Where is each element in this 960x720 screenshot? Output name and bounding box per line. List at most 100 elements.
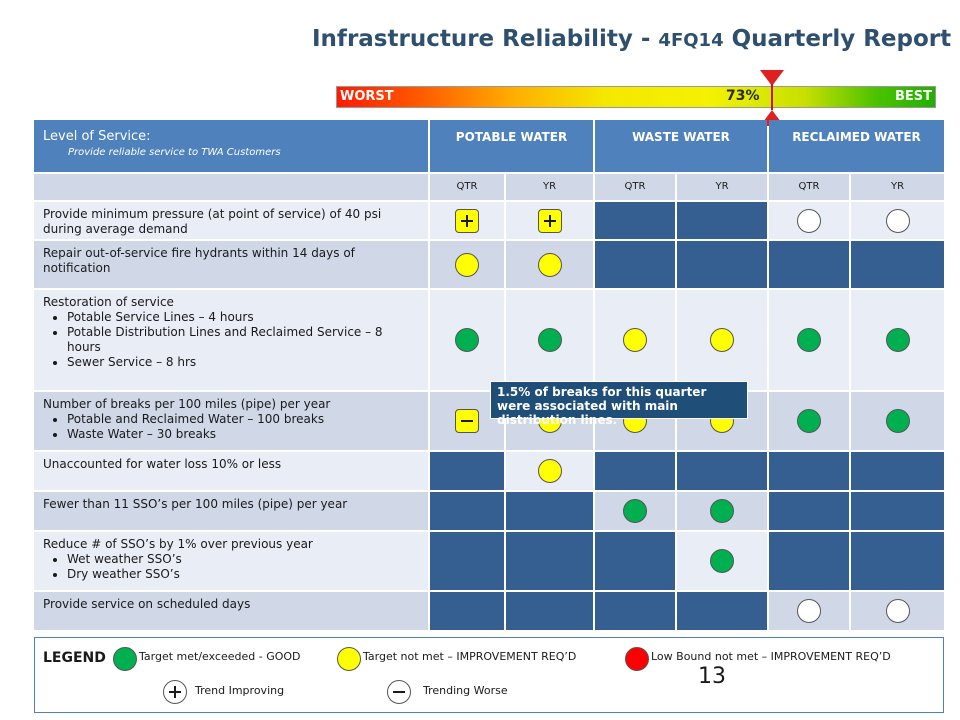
row-description: Restoration of servicePotable Service Li… bbox=[43, 295, 419, 370]
status-cell-0-0 bbox=[430, 202, 504, 239]
subheader-yr: YR bbox=[851, 174, 944, 200]
row-bullet: Waste Water – 30 breaks bbox=[67, 427, 419, 442]
title-period: 4FQ14 bbox=[658, 30, 724, 51]
green-status-icon bbox=[710, 499, 734, 523]
legend-good-label: Target met/exceeded - GOOD bbox=[139, 650, 301, 663]
status-cell-6-5 bbox=[851, 532, 944, 590]
status-cell-6-4 bbox=[769, 532, 849, 590]
subheader-label: QTR bbox=[798, 181, 820, 192]
scale-percent-label: 73% bbox=[726, 88, 760, 104]
green-status-icon bbox=[623, 499, 647, 523]
status-cell-4-5 bbox=[851, 452, 944, 490]
row-text: Fewer than 11 SSO’s per 100 miles (pipe)… bbox=[43, 497, 348, 511]
status-cell-2-0 bbox=[430, 290, 504, 390]
yellow-status-icon bbox=[710, 328, 734, 352]
scale-marker-line bbox=[771, 84, 773, 110]
status-cell-7-0 bbox=[430, 592, 504, 630]
status-cell-2-4 bbox=[769, 290, 849, 390]
row-description: Unaccounted for water loss 10% or less bbox=[43, 457, 419, 472]
status-cell-5-3 bbox=[677, 492, 767, 530]
breaks-callout: 1.5% of breaks for this quarter were ass… bbox=[490, 381, 748, 427]
row-bullets: Wet weather SSO’sDry weather SSO’s bbox=[43, 552, 419, 582]
row-text: Provide minimum pressure (at point of se… bbox=[43, 207, 382, 236]
row-description: Number of breaks per 100 miles (pipe) pe… bbox=[43, 397, 419, 442]
status-cell-7-3 bbox=[677, 592, 767, 630]
subheader-label: QTR bbox=[624, 181, 646, 192]
status-cell-5-2 bbox=[595, 492, 675, 530]
row-label-2: Restoration of servicePotable Service Li… bbox=[34, 290, 428, 390]
yellow-status-icon bbox=[623, 328, 647, 352]
yellow-status-icon bbox=[455, 253, 479, 277]
status-cell-7-5 bbox=[851, 592, 944, 630]
status-cell-1-2 bbox=[595, 241, 675, 288]
scale-best-label: BEST bbox=[894, 89, 932, 104]
white-status-icon bbox=[797, 599, 821, 623]
legend-notmet-icon bbox=[337, 647, 361, 671]
white-status-icon bbox=[886, 599, 910, 623]
row-text: Reduce # of SSO’s by 1% over previous ye… bbox=[43, 537, 313, 551]
white-status-icon bbox=[797, 209, 821, 233]
legend-worse-label: Trending Worse bbox=[423, 684, 508, 697]
row-bullet: Potable Distribution Lines and Reclaimed… bbox=[67, 325, 419, 355]
yellow-status-plus-icon bbox=[538, 209, 562, 233]
status-cell-7-4 bbox=[769, 592, 849, 630]
status-cell-4-2 bbox=[595, 452, 675, 490]
subheader-qtr: QTR bbox=[595, 174, 675, 200]
status-cell-1-3 bbox=[677, 241, 767, 288]
title-rest: Quarterly Report bbox=[723, 26, 952, 52]
legend-title: LEGEND bbox=[43, 650, 106, 666]
row-bullet: Wet weather SSO’s bbox=[67, 552, 419, 567]
subheader-yr: YR bbox=[506, 174, 593, 200]
status-cell-6-2 bbox=[595, 532, 675, 590]
status-cell-7-2 bbox=[595, 592, 675, 630]
row-bullet: Potable and Reclaimed Water – 100 breaks bbox=[67, 412, 419, 427]
row-text: Repair out-of-service fire hydrants with… bbox=[43, 246, 355, 275]
green-status-icon bbox=[886, 328, 910, 352]
status-cell-2-1 bbox=[506, 290, 593, 390]
green-status-icon bbox=[797, 328, 821, 352]
subheader-blank bbox=[34, 174, 428, 200]
legend-lowbound-icon bbox=[625, 647, 649, 671]
subheader-label: YR bbox=[715, 181, 729, 192]
legend-worse-icon bbox=[387, 680, 411, 704]
row-label-4: Unaccounted for water loss 10% or less bbox=[34, 452, 428, 490]
subheader-label: YR bbox=[890, 181, 905, 192]
row-bullet: Sewer Service – 8 hrs bbox=[67, 355, 419, 370]
yellow-status-plus-icon bbox=[455, 209, 479, 233]
subheader-qtr: QTR bbox=[430, 174, 504, 200]
row-description: Fewer than 11 SSO’s per 100 miles (pipe)… bbox=[43, 497, 419, 512]
scale-worst-label: WORST bbox=[340, 89, 394, 104]
status-cell-6-0 bbox=[430, 532, 504, 590]
green-status-icon bbox=[797, 409, 821, 433]
status-cell-6-3 bbox=[677, 532, 767, 590]
row-bullets: Potable and Reclaimed Water – 100 breaks… bbox=[43, 412, 419, 442]
row-description: Provide service on scheduled days bbox=[43, 597, 419, 612]
row-label-6: Reduce # of SSO’s by 1% over previous ye… bbox=[34, 532, 428, 590]
status-cell-3-4 bbox=[769, 392, 849, 450]
green-status-icon bbox=[455, 328, 479, 352]
reliability-scale-bar: WORST 73% BEST bbox=[336, 86, 936, 108]
status-cell-3-5 bbox=[851, 392, 944, 450]
row-label-0: Provide minimum pressure (at point of se… bbox=[34, 202, 428, 239]
row-label-1: Repair out-of-service fire hydrants with… bbox=[34, 241, 428, 288]
subheader-label: YR bbox=[542, 181, 557, 192]
yellow-status-icon bbox=[538, 253, 562, 277]
legend-notmet-label: Target not met – IMPROVEMENT REQ’D bbox=[363, 650, 577, 663]
status-cell-4-4 bbox=[769, 452, 849, 490]
row-description: Repair out-of-service fire hydrants with… bbox=[43, 246, 419, 276]
status-cell-1-4 bbox=[769, 241, 849, 288]
title-main: Infrastructure Reliability - bbox=[312, 26, 659, 52]
header-col-1: WASTE WATER bbox=[595, 120, 767, 172]
status-cell-0-5 bbox=[851, 202, 944, 239]
header-level-title: Level of Service: bbox=[43, 129, 151, 144]
legend-good-icon bbox=[113, 647, 137, 671]
row-label-7: Provide service on scheduled days bbox=[34, 592, 428, 630]
row-bullet: Dry weather SSO’s bbox=[67, 567, 419, 582]
status-cell-0-4 bbox=[769, 202, 849, 239]
legend-lowbound-label: Low Bound not met – IMPROVEMENT REQ’D bbox=[651, 650, 891, 663]
header-col-0: POTABLE WATER bbox=[430, 120, 593, 172]
row-text: Unaccounted for water loss 10% or less bbox=[43, 457, 282, 471]
service-level-table: Level of Service: Provide reliable servic… bbox=[34, 120, 946, 632]
yellow-status-minus-icon bbox=[455, 409, 479, 433]
row-bullets: Potable Service Lines – 4 hoursPotable D… bbox=[43, 310, 419, 370]
